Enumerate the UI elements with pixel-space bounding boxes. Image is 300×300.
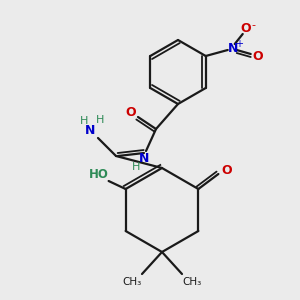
Text: +: + xyxy=(235,39,243,49)
Text: -: - xyxy=(252,20,256,30)
Text: O: O xyxy=(126,106,136,119)
Text: CH₃: CH₃ xyxy=(122,277,142,287)
Text: N: N xyxy=(227,41,238,55)
Text: N: N xyxy=(85,124,95,136)
Text: N: N xyxy=(139,152,149,166)
Text: H: H xyxy=(80,116,88,126)
Text: O: O xyxy=(252,50,263,62)
Text: O: O xyxy=(240,22,251,35)
Text: H: H xyxy=(96,115,104,125)
Text: HO: HO xyxy=(89,169,109,182)
Text: CH₃: CH₃ xyxy=(182,277,202,287)
Text: O: O xyxy=(221,164,232,176)
Text: H: H xyxy=(132,162,140,172)
